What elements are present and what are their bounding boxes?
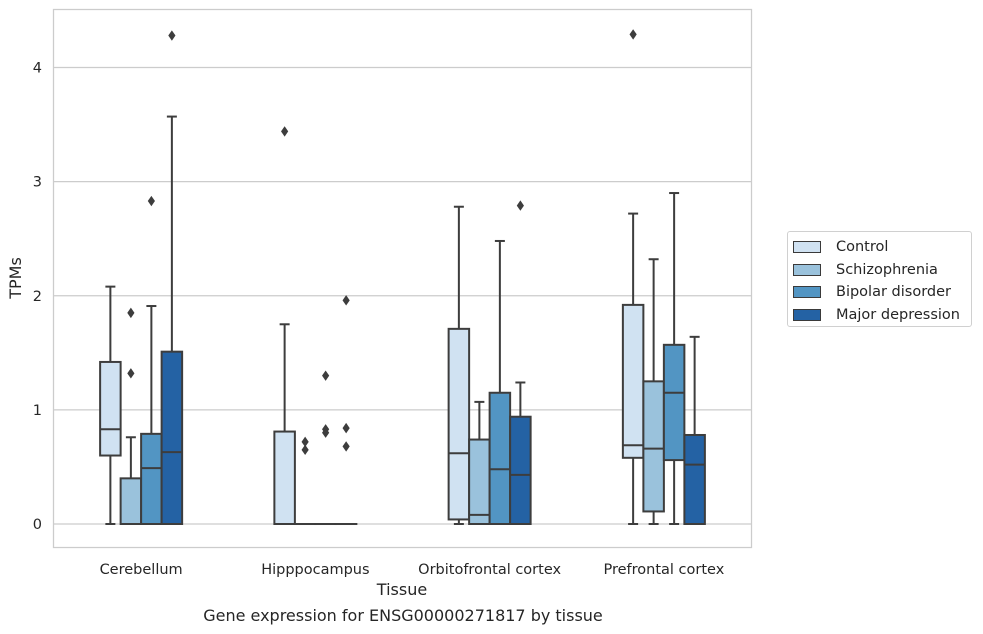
box-control xyxy=(621,29,645,525)
box-body xyxy=(447,327,471,521)
box-schizophrenia xyxy=(293,436,317,526)
box-body xyxy=(642,380,665,513)
legend-item: Control xyxy=(793,236,971,259)
outlier-point xyxy=(147,195,155,207)
x-axis-label: Tissue xyxy=(376,580,427,599)
x-tick-label: Orbitofrontal cortex xyxy=(418,562,561,578)
x-tick-label: Cerebellum xyxy=(100,562,183,578)
box-body xyxy=(273,430,296,525)
box-bipolar-disorder xyxy=(314,370,337,526)
box-schizophrenia xyxy=(468,400,491,525)
y-axis-label: TPMs xyxy=(6,257,25,300)
legend-label: Bipolar disorder xyxy=(836,284,951,301)
box-body xyxy=(119,477,143,526)
box-bipolar-disorder xyxy=(140,195,163,525)
outlier-point xyxy=(127,368,135,379)
outlier-point xyxy=(629,29,637,40)
box-control xyxy=(273,126,296,525)
box-bipolar-disorder xyxy=(662,192,686,525)
outlier-point xyxy=(168,30,176,41)
figure-caption: Gene expression for ENSG00000271817 by t… xyxy=(203,606,603,625)
box-control xyxy=(99,285,122,525)
outlier-point xyxy=(281,126,289,137)
x-tick-label: Prefrontal cortex xyxy=(603,562,724,578)
box-body xyxy=(509,415,532,525)
outlier-point xyxy=(301,444,309,456)
legend-item: Bipolar disorder xyxy=(793,281,971,304)
outlier-point xyxy=(516,200,524,211)
box-body xyxy=(99,360,122,457)
outlier-point xyxy=(342,422,350,434)
box-body xyxy=(160,350,184,526)
plot-frame xyxy=(52,8,753,549)
legend-swatch xyxy=(793,286,821,299)
box-control xyxy=(447,205,471,525)
legend-swatch xyxy=(793,263,821,276)
x-tick-label: Hipppocampus xyxy=(261,562,369,578)
box-body xyxy=(488,391,512,525)
box-schizophrenia xyxy=(119,307,143,526)
y-tick-label: 3 xyxy=(33,175,42,191)
outlier-point xyxy=(342,441,350,452)
legend-swatch xyxy=(793,308,821,321)
box-major-depression xyxy=(509,200,532,525)
legend-item: Major depression xyxy=(793,304,971,327)
outlier-point xyxy=(342,295,350,306)
box-body xyxy=(140,432,163,525)
box-major-depression xyxy=(160,30,184,526)
box-schizophrenia xyxy=(642,258,665,525)
outlier-point xyxy=(301,436,309,448)
legend-label: Schizophrenia xyxy=(836,261,938,278)
outlier-point xyxy=(322,424,330,435)
outlier-point xyxy=(322,370,330,381)
box-body xyxy=(621,303,645,459)
legend: Control Schizophrenia Bipolar disorder Majo… xyxy=(787,231,972,327)
box-major-depression xyxy=(683,335,706,526)
y-tick-label: 0 xyxy=(33,517,42,533)
legend-label: Control xyxy=(836,239,889,256)
y-tick-label: 2 xyxy=(33,289,42,305)
x-tick-labels: Cerebellum Hipppocampus Orbitofrontal cort… xyxy=(100,562,725,578)
box-bipolar-disorder xyxy=(488,239,512,525)
outlier-point xyxy=(127,307,135,319)
box-body xyxy=(662,343,686,462)
box-major-depression xyxy=(334,295,358,526)
legend-swatch xyxy=(793,241,821,254)
box-body xyxy=(468,438,491,525)
box-plots xyxy=(99,29,706,526)
y-tick-label: 4 xyxy=(33,61,42,77)
y-tick-labels: 0 1 2 3 4 xyxy=(33,61,42,534)
box-body xyxy=(683,433,706,526)
y-tick-label: 1 xyxy=(33,403,42,419)
legend-label: Major depression xyxy=(836,306,960,323)
legend-item: Schizophrenia xyxy=(793,259,971,282)
